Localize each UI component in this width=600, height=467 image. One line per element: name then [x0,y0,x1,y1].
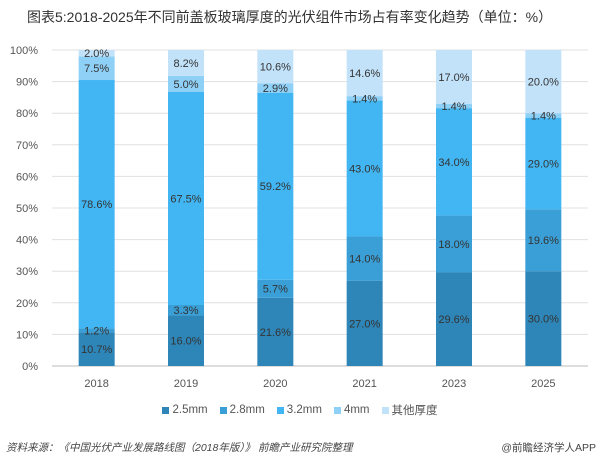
data-label: 2.9% [263,83,288,95]
bar-segment [346,100,383,237]
bar-segment [257,279,294,298]
data-label: 2.0% [84,48,109,60]
legend-item: 4mm [333,402,370,418]
data-label: 27.0% [349,318,380,330]
data-label: 5.7% [263,284,288,296]
bar-segment [346,50,383,97]
legend-label: 3.2mm [286,404,322,416]
bar-segment [168,50,204,76]
y-tick-label: 90% [16,77,38,89]
y-tick-label: 60% [16,171,38,183]
bar-segment [168,75,204,92]
bar-segment [257,83,294,93]
bar-segment [525,209,562,272]
legend-swatch [381,406,389,414]
legend-swatch [276,406,284,414]
legend-item: 3.2mm [276,402,322,418]
bar-segment [168,315,204,366]
y-tick-label: 40% [16,235,38,247]
legend-item: 其他厚度 [381,402,438,418]
data-label: 16.0% [170,336,201,348]
data-label: 43.0% [349,164,380,176]
data-label: 29.6% [438,314,469,326]
y-tick-label: 10% [16,329,38,341]
bar-segment [436,108,472,216]
data-label: 29.0% [528,158,559,170]
bar-segment [257,92,294,280]
data-label: 14.6% [349,68,380,80]
data-label: 19.6% [528,235,559,247]
data-label: 17.0% [438,72,469,84]
footer: 资料来源：《中国光伏产业发展路线图（2018年版）》 前瞻产业研究院整理 @前瞻… [6,440,596,455]
x-tick-label: 2018 [84,378,108,390]
legend-label: 4mm [343,404,370,416]
legend-swatch [333,406,341,414]
y-tick-label: 20% [16,298,38,310]
data-label: 78.6% [81,199,112,211]
bar-segment [346,280,383,366]
bar-segment [168,91,204,306]
data-label: 3.3% [173,305,198,317]
data-label: 67.5% [170,193,201,205]
data-label: 30.0% [528,314,559,326]
legend-item: 2.8mm [219,402,265,418]
data-label: 1.4% [352,93,377,105]
data-label: 5.0% [173,79,198,91]
bar-segment [525,117,562,210]
y-tick-label: 50% [16,203,38,215]
bar-segment [78,50,115,57]
legend-swatch [219,406,227,414]
data-label: 10.7% [81,344,112,356]
bar-segment [436,215,472,273]
x-tick-label: 2020 [263,378,287,390]
x-tick-label: 2019 [174,378,198,390]
bar-segment [78,332,115,366]
bar-segment [78,328,115,333]
legend-item: 2.5mm [162,402,208,418]
y-tick-label: 70% [16,140,38,152]
bar-segment [525,113,562,118]
bar-segment [78,56,115,81]
bar-segment [168,305,204,316]
bar-segment [436,103,472,109]
source-note: 资料来源：《中国光伏产业发展路线图（2018年版）》 前瞻产业研究院整理 [6,442,353,454]
legend-label: 其他厚度 [391,405,438,417]
y-tick-label: 100% [10,45,38,57]
data-label: 1.4% [441,101,466,113]
x-tick-label: 2025 [531,378,555,390]
data-label: 59.2% [260,181,291,193]
x-tick-label: 2021 [352,378,376,390]
data-label: 10.6% [260,62,291,74]
legend-swatch [162,406,170,414]
data-label: 7.5% [84,63,109,75]
bar-segment [525,271,562,366]
bar-segment [436,50,472,104]
bar-segment [257,50,294,84]
data-label: 1.2% [84,325,109,337]
data-label: 20.0% [528,77,559,89]
bar-segment [525,50,562,114]
y-tick-label: 0% [22,361,38,373]
bar-segment [436,272,472,366]
bar-segment [257,297,294,366]
x-tick-label: 2023 [442,378,466,390]
legend: 2.5mm 2.8mm 3.2mm 4mm 其他厚度 [0,402,600,418]
data-label: 1.4% [531,110,556,122]
y-tick-label: 80% [16,108,38,120]
bar-segment [78,80,115,329]
data-label: 21.6% [260,327,291,339]
legend-label: 2.8mm [229,404,265,416]
brand-credit: @前瞻经济学人APP [501,442,596,454]
bar-segment [346,96,383,101]
data-label: 14.0% [349,254,380,266]
bar-segment [346,236,383,281]
y-tick-label: 30% [16,266,38,278]
legend-label: 2.5mm [172,404,208,416]
stacked-bar-chart: 0% 10% 20% 30% 40% 50% 60% 70% 80% 90% 100% 10.7% 1.… [10,45,588,390]
data-label: 18.0% [438,239,469,251]
chart-title: 图表5:2018-2025年不同前盖板玻璃厚度的光伏组件市场占有率变化趋势（单位… [27,9,553,25]
data-label: 8.2% [173,58,198,70]
data-label: 34.0% [438,157,469,169]
